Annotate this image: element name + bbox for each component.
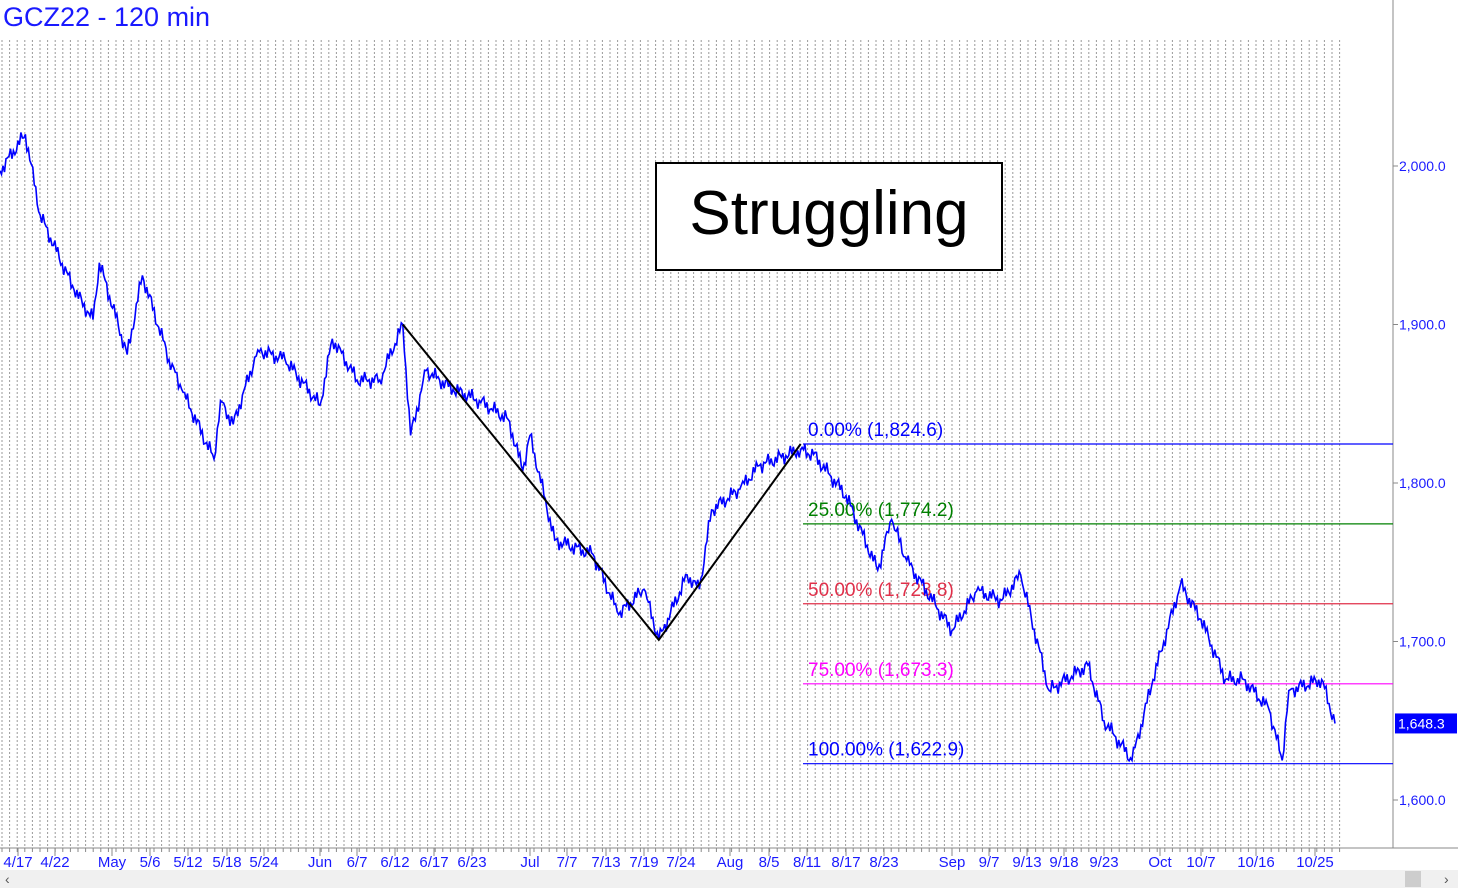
fib-level-label: 75.00% (1,673.3)	[808, 660, 954, 681]
scroll-right-icon[interactable]: ›	[1444, 871, 1449, 887]
price-series-line	[0, 132, 1336, 763]
x-tick-label: Aug	[717, 854, 744, 870]
x-tick-label: 7/19	[629, 854, 658, 870]
fib-level-label: 100.00% (1,622.9)	[808, 740, 964, 761]
x-tick-label: 5/24	[249, 854, 278, 870]
x-tick-label: Oct	[1148, 854, 1172, 870]
x-tick-label: 6/7	[347, 854, 368, 870]
x-tick-label: 8/5	[759, 854, 780, 870]
zigzag-line	[402, 323, 802, 642]
x-tick-label: 7/24	[666, 854, 695, 870]
x-tick-label: 10/16	[1237, 854, 1275, 870]
y-tick-label: 1,700.0	[1399, 634, 1446, 650]
x-tick-label: Jun	[308, 854, 332, 870]
x-tick-label: May	[98, 854, 127, 870]
x-tick-label: 5/6	[140, 854, 161, 870]
chart-title: GCZ22 - 120 min	[3, 2, 211, 32]
y-tick-label: 1,800.0	[1399, 475, 1446, 491]
fib-level-label: 25.00% (1,774.2)	[808, 500, 954, 521]
x-tick-label: 5/18	[212, 854, 241, 870]
fib-level-label: 0.00% (1,824.6)	[808, 420, 943, 441]
x-tick-label: 8/11	[793, 854, 821, 870]
x-tick-label: 9/23	[1089, 854, 1118, 870]
x-tick-label: 9/7	[979, 854, 1000, 870]
x-tick-label: 9/18	[1049, 854, 1078, 870]
x-tick-label: 4/22	[40, 854, 69, 870]
x-tick-label: Sep	[939, 854, 966, 870]
x-tick-label: Jul	[520, 854, 539, 870]
x-tick-label: 6/17	[419, 854, 448, 870]
scroll-left-icon[interactable]: ‹	[5, 871, 10, 887]
price-chart: 2,000.0 1,900.0 1,800.0 1,700.0 1,600.0 4/17 4…	[0, 0, 1458, 870]
y-tick-label: 2,000.0	[1399, 158, 1446, 174]
x-tick-label: 7/13	[591, 854, 620, 870]
x-tick-label: 7/7	[557, 854, 578, 870]
x-tick-label: 6/12	[380, 854, 409, 870]
x-tick-label: 9/13	[1012, 854, 1041, 870]
last-price-badge	[1395, 713, 1457, 734]
last-price-label: 1,648.3	[1398, 715, 1445, 731]
x-tick-label: 4/17	[3, 854, 32, 870]
x-tick-label: 8/23	[869, 854, 898, 870]
annotation-box: Struggling	[655, 162, 1003, 271]
scroll-thumb[interactable]	[1405, 871, 1421, 887]
x-tick-label: 5/12	[173, 854, 202, 870]
x-tick-label: 10/25	[1296, 854, 1334, 870]
x-tick-label: 8/17	[831, 854, 860, 870]
y-tick-label: 1,600.0	[1399, 792, 1446, 808]
fib-level-label: 50.00% (1,723.8)	[808, 580, 954, 601]
x-tick-label: 10/7	[1186, 854, 1215, 870]
x-tick-label: 6/23	[457, 854, 486, 870]
horizontal-scrollbar[interactable]: ‹ ›	[0, 870, 1458, 888]
y-tick-label: 1,900.0	[1399, 317, 1446, 333]
